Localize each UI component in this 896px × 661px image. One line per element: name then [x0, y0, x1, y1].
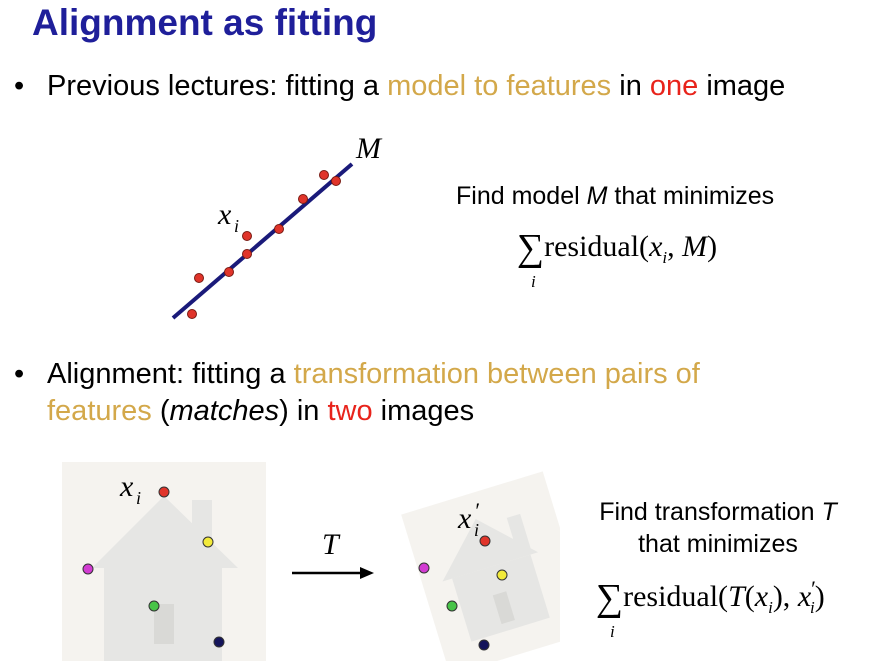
right-label-sub-i: i — [474, 520, 479, 540]
data-point — [319, 170, 329, 180]
prime-mark: ′ — [811, 576, 816, 601]
sum-symbol: ∑ — [596, 577, 624, 619]
sub-i: i — [768, 598, 773, 617]
arrow-label-T: T — [322, 528, 341, 561]
right-house — [442, 513, 550, 642]
var-x: x — [649, 230, 663, 263]
data-point — [242, 231, 252, 241]
sub-i: i — [662, 248, 668, 267]
sum-index-i: i — [610, 622, 615, 641]
var-M: M — [682, 230, 708, 263]
find-model-text: Find model M that minimizes — [456, 182, 774, 211]
find2-line2: that minimizes — [638, 530, 798, 558]
bullet2-prefix: Alignment: fitting a — [47, 358, 294, 390]
formula-residual-transformation: ∑residual(T(xi), x′i) i — [596, 576, 825, 641]
slide-title: Alignment as fitting — [32, 2, 378, 43]
bullet2-highlight-features: features — [47, 395, 152, 427]
var-x-prime: x — [797, 580, 812, 613]
sum-index-i: i — [531, 272, 536, 291]
formula-residual-model: ∑residual(xi, M) i — [517, 226, 718, 291]
point-label-sub-i: i — [234, 216, 239, 236]
left-point-magenta — [82, 563, 94, 575]
data-point — [187, 309, 197, 319]
left-label-sub-i: i — [136, 488, 141, 508]
bullet2-matches: matches — [169, 395, 280, 427]
right-point-magenta — [418, 562, 430, 574]
residual-text: residual( — [623, 580, 729, 613]
line-label-M: M — [355, 132, 383, 165]
find1-prefix: Find model — [456, 182, 587, 210]
line-fit-figure: M x i — [171, 132, 383, 320]
left-point-green — [148, 600, 160, 612]
find-transformation-text: Find transformation T that minimizes — [586, 496, 850, 560]
var-x: x — [754, 580, 769, 613]
data-point — [194, 273, 204, 283]
var-T: T — [728, 580, 745, 613]
bullet2-suffix: images — [372, 395, 475, 427]
find1-suffix: that minimizes — [607, 182, 775, 210]
data-point — [224, 267, 234, 277]
left-label-x: x — [119, 470, 134, 503]
left-point-red — [158, 486, 170, 498]
model-line — [171, 162, 354, 320]
find2-prefix: Find transformation — [599, 498, 822, 526]
bullet1-mid: in — [611, 70, 650, 102]
transform-arrow — [292, 567, 374, 579]
open-paren: ( — [744, 580, 755, 613]
residual-text: residual( — [544, 230, 650, 263]
right-label-x: x — [457, 502, 472, 535]
close-paren: ) — [814, 580, 825, 613]
find1-var-M: M — [586, 182, 608, 210]
right-point-green — [446, 600, 458, 612]
point-label-x: x — [217, 198, 232, 231]
bullet2-highlight-two: two — [327, 395, 373, 427]
find2-var-T: T — [821, 498, 837, 526]
bullet1-suffix: image — [698, 70, 786, 102]
data-point — [242, 249, 252, 259]
bullet2-close: ) in — [279, 395, 328, 427]
right-point-red — [479, 535, 491, 547]
data-point — [274, 224, 284, 234]
right-point-yellow — [496, 569, 508, 581]
bullet2-open: ( — [151, 395, 170, 427]
left-house — [92, 496, 238, 661]
sum-symbol: ∑ — [517, 227, 545, 269]
bullet-previous-lectures: • Previous lectures: fitting a model to f… — [14, 68, 785, 105]
bullet-marker: • — [14, 358, 25, 390]
bullet-alignment: • Alignment: fitting a transformation bet… — [14, 356, 700, 430]
right-label-prime: ′ — [474, 498, 480, 523]
sep: , — [667, 230, 683, 263]
close-paren: ) — [707, 230, 718, 263]
house-alignment-figure: x i x ′ i T — [62, 462, 560, 661]
bullet1-highlight-one: one — [649, 70, 699, 102]
left-point-navy — [213, 636, 225, 648]
left-point-yellow — [202, 536, 214, 548]
bullet1-prefix: Previous lectures: fitting a — [47, 70, 388, 102]
mid-sep: ), — [772, 580, 798, 613]
bullet1-highlight-model: model to features — [387, 70, 612, 102]
bullet-marker: • — [14, 70, 25, 102]
sub-i-2: i — [809, 598, 815, 617]
data-point — [331, 176, 341, 186]
bullet2-highlight-transformation: transformation between pairs of — [293, 358, 700, 390]
right-point-navy — [478, 639, 490, 651]
data-point — [298, 194, 308, 204]
